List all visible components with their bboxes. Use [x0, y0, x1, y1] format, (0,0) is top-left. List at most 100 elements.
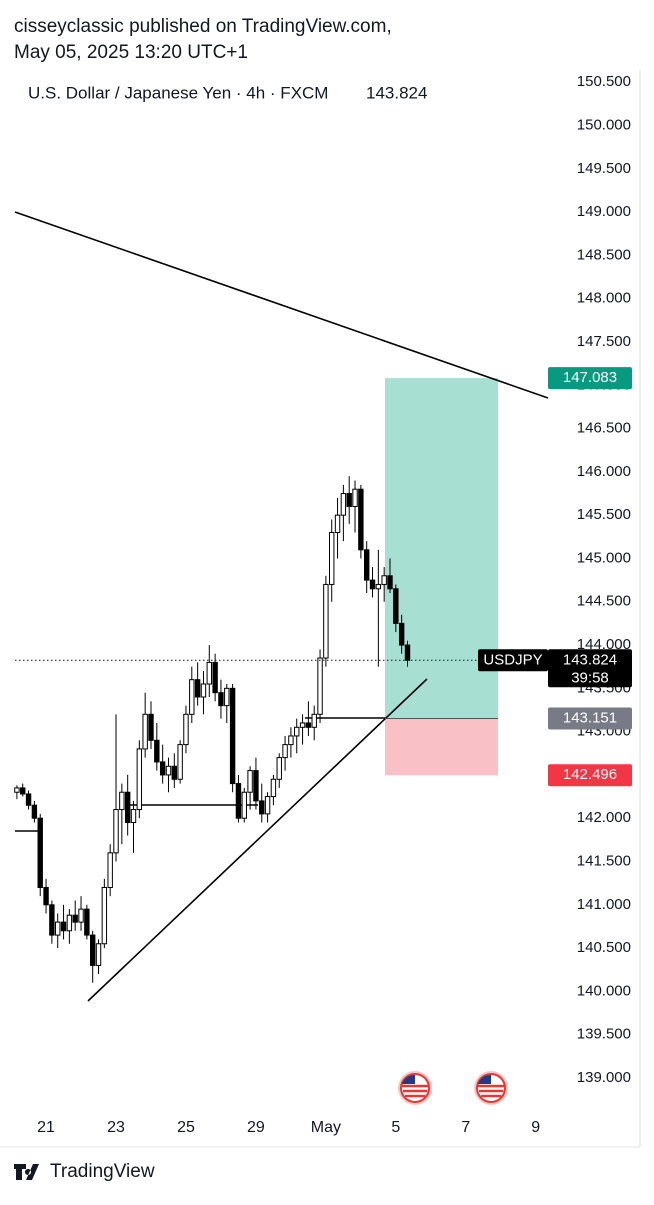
- event-flag: [474, 1071, 508, 1105]
- candle-body: [224, 687, 230, 707]
- candle-body: [218, 692, 224, 707]
- level-label: 143.151: [563, 710, 617, 727]
- candle-body: [235, 783, 242, 819]
- candle-body: [393, 588, 399, 624]
- price-label: 143.824: [563, 651, 617, 668]
- candle-body: [95, 943, 102, 966]
- y-tick-label: 139.500: [577, 1026, 631, 1043]
- candle-body: [294, 726, 300, 737]
- plot: [14, 211, 549, 1002]
- candle-body: [259, 800, 265, 815]
- candle-body: [369, 579, 376, 590]
- candle-body: [299, 722, 306, 728]
- trend-line: [14, 211, 549, 399]
- level-label: 142.496: [563, 766, 617, 783]
- y-tick-label: 150.000: [577, 117, 631, 134]
- level-tag: [548, 367, 632, 390]
- candle-body: [194, 679, 201, 698]
- candle-body: [66, 914, 73, 932]
- candle-body: [107, 852, 113, 888]
- y-tick-label: 146.500: [577, 420, 631, 437]
- level-tag: [548, 764, 632, 787]
- y-tick-label: 148.500: [577, 246, 631, 263]
- candle-body: [130, 809, 137, 824]
- x-tick-label: 5: [391, 1119, 400, 1136]
- candle-body: [78, 908, 84, 923]
- candle-body: [60, 921, 67, 932]
- candle-body: [358, 488, 364, 551]
- candle-body: [212, 661, 218, 694]
- price-tag: [548, 649, 632, 688]
- y-tick-label: 144.000: [577, 636, 631, 653]
- candle-body: [206, 661, 212, 685]
- event-flag: [398, 1071, 432, 1105]
- candle-body: [241, 791, 247, 819]
- level-label: 147.083: [563, 369, 617, 386]
- candle-body: [229, 687, 236, 785]
- candle-body: [142, 713, 148, 750]
- level-tag: [548, 707, 632, 730]
- candle-body: [113, 809, 119, 854]
- y-tick-label: 150.500: [577, 73, 631, 90]
- candle-body: [49, 904, 55, 936]
- y-tick-label: 142.000: [577, 809, 631, 826]
- candle-body: [89, 934, 96, 966]
- candle-body: [363, 549, 370, 581]
- header-price: 143.824: [366, 83, 427, 102]
- candle-body: [165, 765, 172, 776]
- y-tick-label: 146.000: [577, 463, 631, 480]
- brand: TradingView: [50, 1161, 155, 1182]
- x-tick-label: 9: [531, 1119, 540, 1136]
- candle-body: [247, 770, 253, 793]
- y-tick-label: 145.000: [577, 549, 631, 566]
- x-tick-label: 21: [37, 1119, 55, 1136]
- candle-body: [55, 921, 61, 936]
- y-tick-label: 139.000: [577, 1069, 631, 1086]
- candle-body: [305, 722, 312, 728]
- candle-body: [346, 493, 352, 508]
- candle-body: [288, 735, 294, 746]
- x-tick-label: 29: [247, 1119, 265, 1136]
- candle-body: [183, 713, 189, 746]
- y-tick-label: 140.000: [577, 982, 631, 999]
- symbol-tag: [478, 649, 548, 672]
- brand-logo: [14, 1164, 39, 1180]
- candle-body: [154, 739, 160, 763]
- x-tick-label: 25: [177, 1119, 195, 1136]
- candle-body: [177, 744, 183, 780]
- candle-body: [323, 583, 329, 659]
- candle-body: [375, 583, 382, 590]
- candle-body: [101, 886, 108, 945]
- y-tick-label: 147.500: [577, 333, 631, 350]
- candle-body: [136, 748, 143, 811]
- y-tick-label: 141.000: [577, 896, 631, 913]
- timestamp: May 05, 2025 13:20 UTC+1: [14, 42, 248, 63]
- trend-line: [87, 678, 428, 1002]
- candle-body: [20, 787, 26, 795]
- candle-body: [200, 683, 207, 698]
- candle-body: [387, 575, 393, 590]
- candle-body: [159, 761, 166, 776]
- candle-body: [14, 787, 20, 793]
- y-tick-label: 149.000: [577, 203, 631, 220]
- candle-body: [282, 744, 288, 759]
- candle-body: [148, 713, 154, 741]
- candle-body: [276, 757, 282, 780]
- candle-body: [381, 575, 387, 585]
- publisher: cisseyclassic published on TradingView.c…: [14, 16, 392, 37]
- candle-body: [37, 817, 43, 888]
- candle-body: [31, 804, 38, 819]
- candle-body: [340, 493, 347, 516]
- x-tick-label: 7: [461, 1119, 470, 1136]
- candle-body: [398, 622, 405, 646]
- candle-body: [352, 488, 358, 508]
- y-tick-label: 145.500: [577, 506, 631, 523]
- stop-zone: [385, 718, 498, 776]
- candle-body: [264, 796, 271, 815]
- candle-body: [404, 644, 411, 661]
- candle-body: [334, 514, 341, 533]
- x-tick-label: May: [311, 1119, 341, 1136]
- candle-body: [311, 713, 317, 728]
- y-tick-label: 148.000: [577, 290, 631, 307]
